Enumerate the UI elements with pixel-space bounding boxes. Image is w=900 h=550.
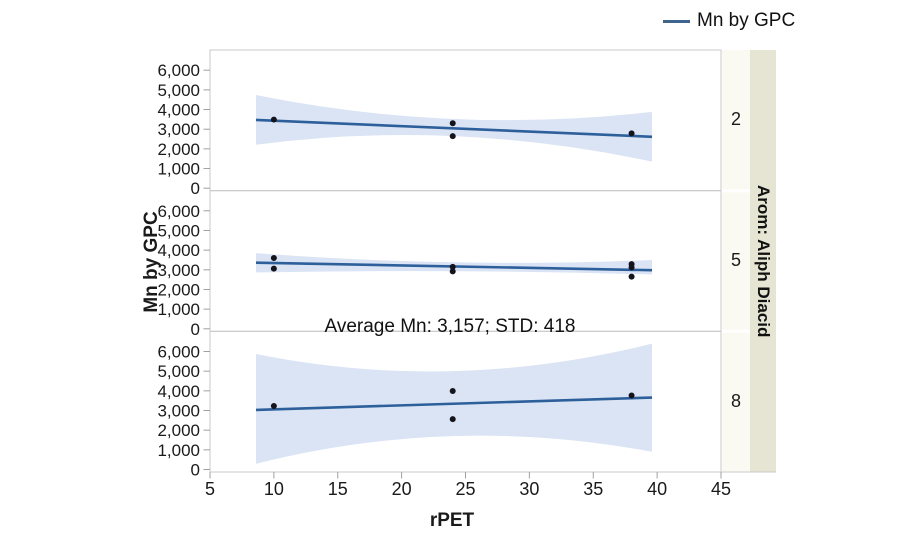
y-axis-title: Mn by GPC xyxy=(141,211,162,313)
x-tick-label: 10 xyxy=(264,479,284,499)
y-tick-label: 3,000 xyxy=(157,402,200,421)
data-point xyxy=(449,133,456,140)
fit-line xyxy=(255,396,653,412)
facet-strip-outer xyxy=(750,50,776,472)
facet-label-8: 8 xyxy=(730,391,741,411)
legend: Mn by GPC xyxy=(663,10,795,32)
data-point xyxy=(270,402,277,409)
facet-strip-inner xyxy=(722,192,750,330)
y-tick-label: 1,000 xyxy=(157,300,200,319)
data-point xyxy=(449,416,456,423)
x-tick-label: 5 xyxy=(205,479,215,499)
data-point xyxy=(270,116,277,123)
y-tick-label: 5,000 xyxy=(157,221,200,240)
panel-group-2 xyxy=(255,94,653,162)
facet-label-2: 2 xyxy=(730,109,741,129)
panel-group-5 xyxy=(255,253,653,280)
y-tick-label: 5,000 xyxy=(157,81,200,100)
legend-label: Mn by GPC xyxy=(697,10,796,31)
y-tick-label: 4,000 xyxy=(157,382,200,401)
y-tick-label: 4,000 xyxy=(157,101,200,120)
y-tick-label: 2,000 xyxy=(157,421,200,440)
x-tick-label: 30 xyxy=(519,479,539,499)
x-tick-label: 15 xyxy=(328,479,348,499)
x-tick-label: 45 xyxy=(711,479,731,499)
x-tick-label: 35 xyxy=(583,479,603,499)
legend-line-swatch xyxy=(663,19,690,23)
average-annotation: Average Mn: 3,157; STD: 418 xyxy=(324,316,576,337)
data-point xyxy=(449,268,456,275)
data-point xyxy=(628,273,635,280)
y-tick-label: 6,000 xyxy=(157,202,200,221)
y-tick-label: 2,000 xyxy=(157,140,200,159)
y-tick-label: 6,000 xyxy=(157,61,200,80)
y-tick-label: 3,000 xyxy=(157,120,200,139)
data-point xyxy=(628,264,635,271)
x-tick-label: 25 xyxy=(455,479,475,499)
facet-strip-title: Arom: Aliph Diacid xyxy=(754,184,773,338)
x-tick-label: 20 xyxy=(392,479,412,499)
y-tick-label: 4,000 xyxy=(157,241,200,260)
data-point xyxy=(449,263,456,270)
y-tick-label: 5,000 xyxy=(157,362,200,381)
facet-strip-inner xyxy=(722,332,750,472)
fit-line xyxy=(255,118,653,139)
y-tick-label: 0 xyxy=(191,179,200,198)
y-tick-label: 2,000 xyxy=(157,280,200,299)
data-point xyxy=(628,130,635,137)
facet-label-5: 5 xyxy=(730,250,741,270)
facet-strip-inner xyxy=(722,50,750,190)
y-tick-label: 6,000 xyxy=(157,343,200,362)
data-point xyxy=(270,265,277,272)
x-axis-title: rPET xyxy=(429,510,475,531)
y-tick-label: 1,000 xyxy=(157,441,200,460)
data-point xyxy=(270,255,277,261)
data-point xyxy=(628,392,635,399)
y-tick-label: 0 xyxy=(191,320,200,339)
y-tick-label: 3,000 xyxy=(157,261,200,280)
x-tick-label: 40 xyxy=(647,479,667,499)
y-tick-label: 0 xyxy=(191,461,200,480)
data-point xyxy=(449,388,456,395)
data-point xyxy=(449,120,456,127)
panel-group-8 xyxy=(255,343,653,464)
y-tick-label: 1,000 xyxy=(157,160,200,179)
